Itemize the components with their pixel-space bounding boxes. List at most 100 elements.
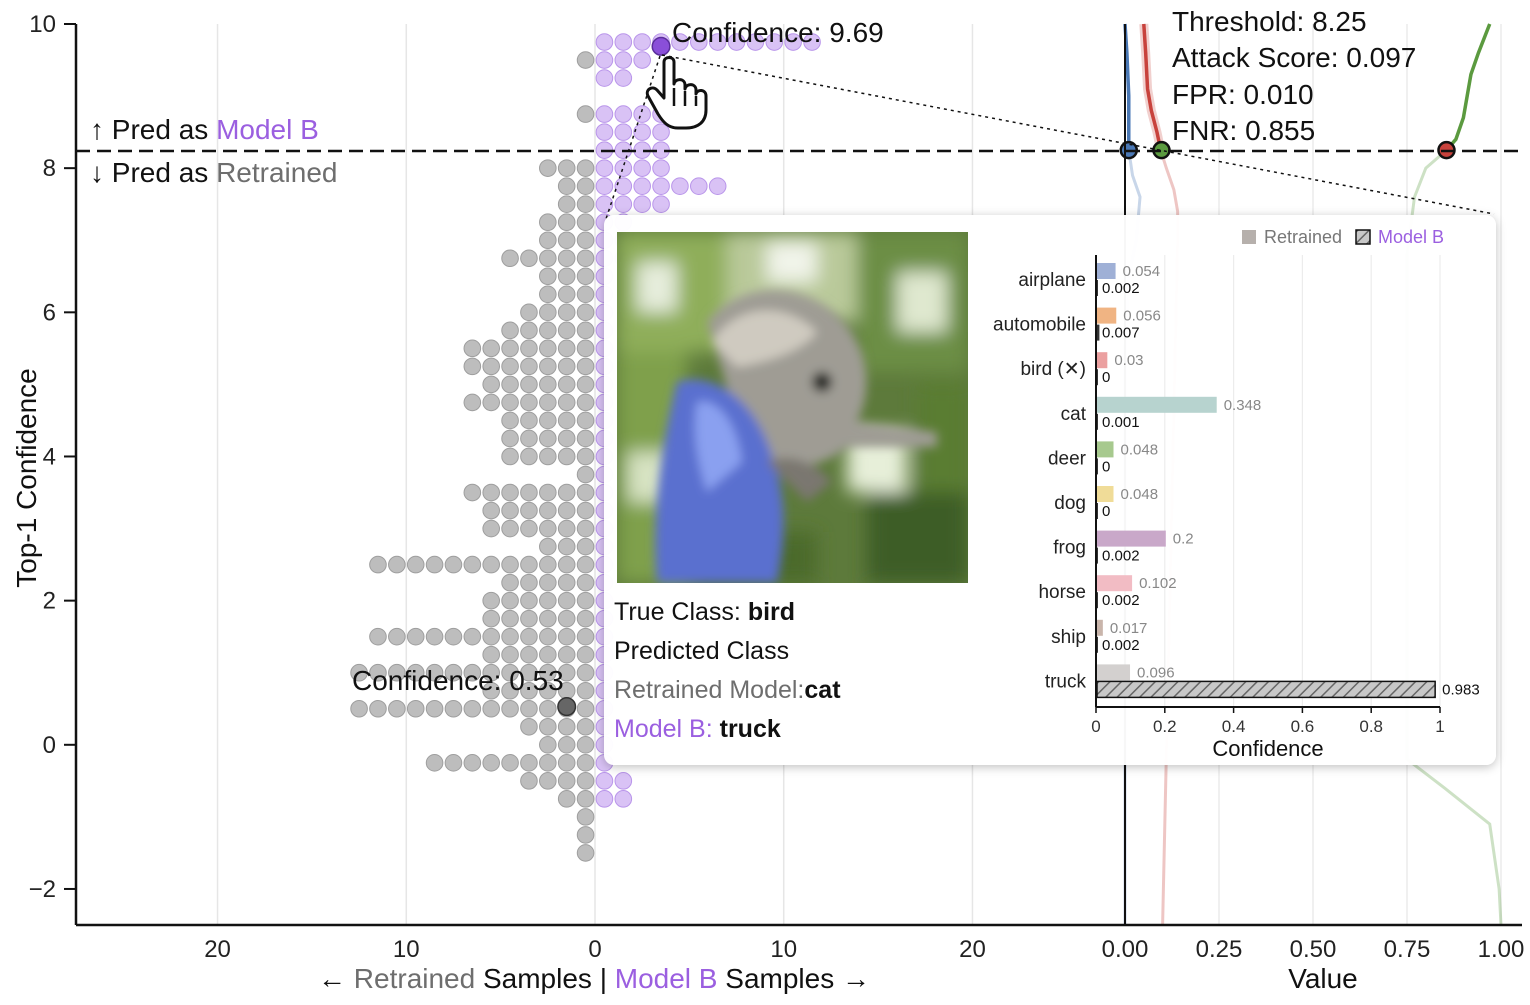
retrained-sample-dot[interactable]	[539, 663, 557, 682]
retrained-sample-dot[interactable]	[557, 159, 576, 177]
retrained-sample-dot[interactable]	[576, 465, 595, 484]
retrained-sample-dot[interactable]	[539, 447, 557, 466]
retrained-sample-dot[interactable]	[501, 609, 519, 628]
selected-model-b-dot[interactable]	[651, 36, 671, 56]
retrained-sample-dot[interactable]	[557, 357, 576, 376]
retrained-sample-dot[interactable]	[463, 699, 482, 718]
retrained-sample-dot[interactable]	[539, 285, 557, 304]
retrained-sample-dot[interactable]	[520, 717, 538, 736]
retrained-sample-dot[interactable]	[482, 519, 501, 538]
retrained-sample-dot[interactable]	[576, 483, 595, 502]
retrained-sample-dot[interactable]	[557, 717, 576, 736]
retrained-sample-dot[interactable]	[576, 609, 595, 628]
retrained-sample-dot[interactable]	[557, 177, 576, 195]
retrained-sample-dot[interactable]	[501, 519, 519, 538]
model-b-sample-dot[interactable]	[614, 159, 633, 177]
retrained-sample-dot[interactable]	[557, 772, 576, 790]
retrained-sample-dot[interactable]	[576, 447, 595, 466]
retrained-bar[interactable]	[1097, 263, 1116, 279]
retrained-sample-dot[interactable]	[539, 591, 557, 610]
retrained-sample-dot[interactable]	[557, 285, 576, 304]
model-b-sample-dot[interactable]	[633, 105, 651, 123]
retrained-sample-dot[interactable]	[501, 573, 519, 592]
retrained-sample-dot[interactable]	[576, 736, 595, 754]
model-b-bar[interactable]	[1097, 547, 1098, 564]
retrained-sample-dot[interactable]	[520, 447, 538, 466]
retrained-sample-dot[interactable]	[539, 699, 557, 718]
model-b-sample-dot[interactable]	[595, 195, 614, 213]
retrained-sample-dot[interactable]	[576, 501, 595, 520]
retrained-sample-dot[interactable]	[482, 591, 501, 610]
model-b-sample-dot[interactable]	[671, 33, 689, 51]
retrained-sample-dot[interactable]	[576, 339, 595, 358]
model-b-sample-dot[interactable]	[727, 33, 746, 51]
retrained-sample-dot[interactable]	[520, 699, 538, 718]
retrained-sample-dot[interactable]	[520, 249, 538, 268]
model-b-sample-dot[interactable]	[595, 69, 614, 87]
model-b-sample-dot[interactable]	[708, 33, 727, 51]
retrained-sample-dot[interactable]	[520, 609, 538, 628]
model-b-sample-dot[interactable]	[614, 33, 633, 51]
retrained-sample-dot[interactable]	[576, 51, 595, 69]
retrained-sample-dot[interactable]	[425, 663, 444, 682]
retrained-sample-dot[interactable]	[557, 519, 576, 538]
retrained-sample-dot[interactable]	[501, 754, 519, 772]
retrained-sample-dot[interactable]	[520, 754, 538, 772]
retrained-sample-dot[interactable]	[539, 627, 557, 646]
retrained-sample-dot[interactable]	[576, 663, 595, 682]
retrained-sample-dot[interactable]	[539, 303, 557, 322]
retrained-sample-dot[interactable]	[576, 681, 595, 700]
retrained-bar[interactable]	[1097, 486, 1114, 502]
retrained-sample-dot[interactable]	[576, 375, 595, 394]
retrained-sample-dot[interactable]	[501, 501, 519, 520]
retrained-sample-dot[interactable]	[539, 483, 557, 502]
retrained-sample-dot[interactable]	[520, 555, 538, 574]
retrained-sample-dot[interactable]	[482, 681, 501, 700]
model-b-sample-dot[interactable]	[708, 177, 727, 195]
retrained-sample-dot[interactable]	[539, 537, 557, 556]
retrained-sample-dot[interactable]	[539, 681, 557, 700]
model-b-bar[interactable]	[1097, 280, 1098, 296]
retrained-sample-dot[interactable]	[444, 754, 463, 772]
retrained-sample-dot[interactable]	[520, 681, 538, 700]
retrained-sample-dot[interactable]	[557, 393, 576, 412]
model-b-sample-dot[interactable]	[614, 69, 633, 87]
retrained-sample-dot[interactable]	[463, 357, 482, 376]
retrained-sample-dot[interactable]	[520, 411, 538, 430]
retrained-sample-dot[interactable]	[501, 357, 519, 376]
retrained-sample-dot[interactable]	[369, 555, 387, 574]
retrained-sample-dot[interactable]	[539, 772, 557, 790]
retrained-sample-dot[interactable]	[576, 159, 595, 177]
retrained-sample-dot[interactable]	[501, 483, 519, 502]
retrained-sample-dot[interactable]	[482, 501, 501, 520]
retrained-sample-dot[interactable]	[482, 375, 501, 394]
model-b-sample-dot[interactable]	[614, 177, 633, 195]
retrained-sample-dot[interactable]	[539, 573, 557, 592]
retrained-sample-dot[interactable]	[539, 736, 557, 754]
retrained-sample-dot[interactable]	[576, 321, 595, 340]
retrained-sample-dot[interactable]	[539, 321, 557, 340]
model-b-bar[interactable]	[1097, 592, 1098, 609]
retrained-sample-dot[interactable]	[501, 663, 519, 682]
retrained-sample-dot[interactable]	[557, 303, 576, 322]
retrained-sample-dot[interactable]	[369, 627, 387, 646]
retrained-sample-dot[interactable]	[482, 609, 501, 628]
retrained-bar[interactable]	[1097, 664, 1131, 681]
retrained-sample-dot[interactable]	[520, 501, 538, 520]
retrained-sample-dot[interactable]	[425, 699, 444, 718]
model-b-sample-dot[interactable]	[746, 33, 765, 51]
retrained-sample-dot[interactable]	[539, 249, 557, 268]
retrained-sample-dot[interactable]	[539, 555, 557, 574]
model-b-sample-dot[interactable]	[614, 195, 633, 213]
retrained-sample-dot[interactable]	[539, 717, 557, 736]
retrained-sample-dot[interactable]	[576, 231, 595, 250]
retrained-sample-dot[interactable]	[576, 826, 595, 844]
retrained-sample-dot[interactable]	[501, 591, 519, 610]
retrained-sample-dot[interactable]	[501, 555, 519, 574]
retrained-sample-dot[interactable]	[501, 375, 519, 394]
retrained-bar[interactable]	[1097, 530, 1166, 547]
retrained-sample-dot[interactable]	[520, 375, 538, 394]
retrained-sample-dot[interactable]	[576, 591, 595, 610]
retrained-sample-dot[interactable]	[557, 375, 576, 394]
retrained-sample-dot[interactable]	[482, 754, 501, 772]
